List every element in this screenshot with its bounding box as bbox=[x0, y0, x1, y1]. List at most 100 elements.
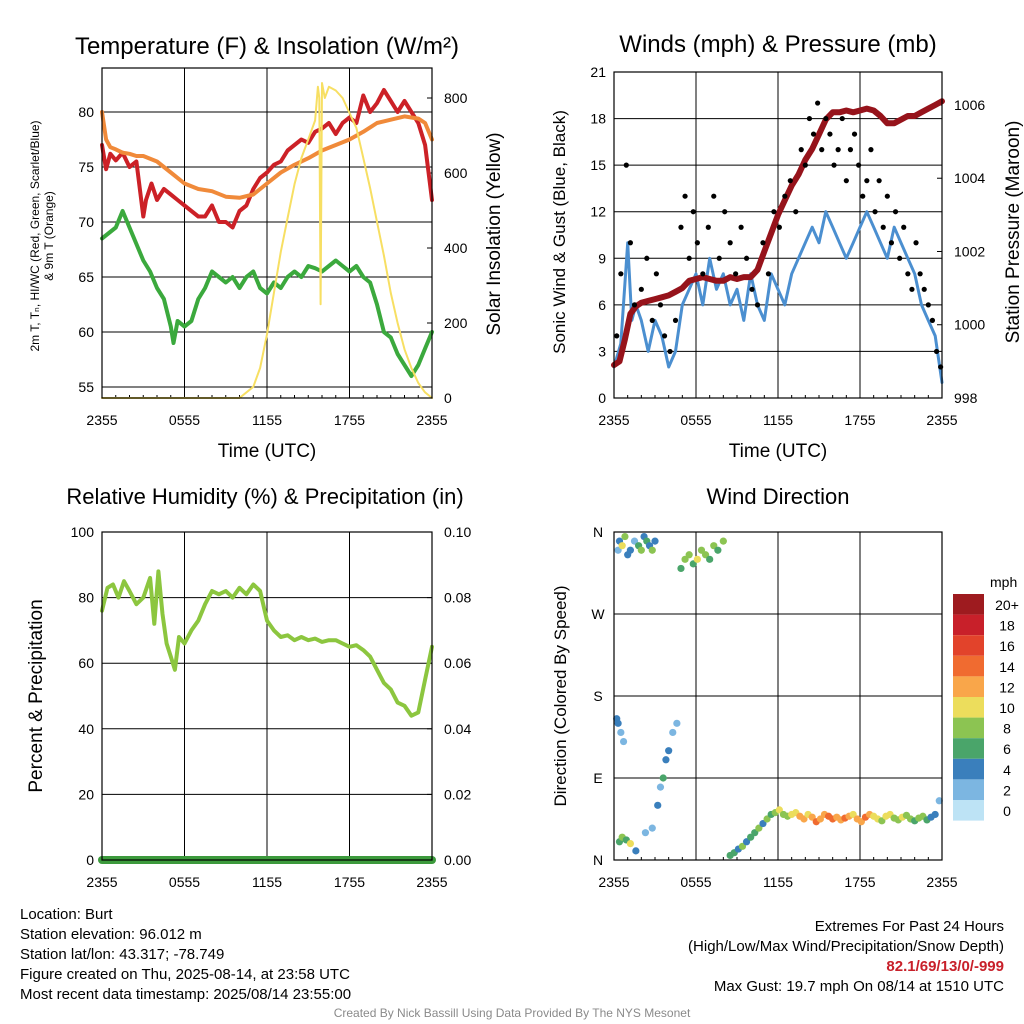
wind-series-1 bbox=[611, 98, 945, 368]
recent-timestamp: Most recent data timestamp: 2025/08/14 2… bbox=[20, 986, 352, 1003]
dir-point-0-36 bbox=[693, 555, 701, 563]
wind-marker-2-11 bbox=[667, 348, 673, 355]
wind-xtick-label-0: 2355 bbox=[598, 412, 629, 428]
wind-title: Winds (mph) & Pressure (mb) bbox=[619, 31, 936, 58]
wind-ytick-right-label-4: 1006 bbox=[954, 97, 985, 113]
rh-xtick-label-3: 1755 bbox=[334, 874, 365, 890]
temp-series-0 bbox=[100, 88, 434, 230]
wind-marker-2-53 bbox=[868, 147, 874, 153]
dir-legend-label-1: 18 bbox=[999, 618, 1015, 634]
wind-ytick-label-2: 6 bbox=[598, 297, 606, 313]
wind-marker-2-17 bbox=[694, 240, 700, 246]
dir-point-0-32 bbox=[677, 564, 685, 573]
wind-marker-2-45 bbox=[835, 147, 841, 153]
wind-marker-2-36 bbox=[798, 147, 804, 153]
wind-marker-2-8 bbox=[653, 271, 659, 277]
temp-ytick-label-4: 75 bbox=[78, 159, 94, 175]
temp-ylabel-line2: & 9m T (Orange) bbox=[42, 191, 56, 281]
wind-marker-2-21 bbox=[716, 255, 722, 261]
dir-legend-swatch-8 bbox=[953, 758, 984, 780]
dir-point-0-17 bbox=[619, 737, 628, 746]
dir-legend-label-4: 12 bbox=[999, 679, 1015, 695]
wind-marker-2-31 bbox=[771, 209, 777, 215]
dir-point-0-16 bbox=[617, 728, 625, 737]
rh-series-0 bbox=[100, 569, 434, 718]
wind-marker-2-49 bbox=[851, 131, 858, 137]
rh-ytick-right-label-0: 0.00 bbox=[444, 852, 471, 868]
wind-ytick-label-5: 15 bbox=[590, 157, 606, 173]
dir-point-0-22 bbox=[632, 847, 640, 855]
dir-point-0-25 bbox=[654, 801, 662, 809]
wind-marker-2-51 bbox=[860, 193, 866, 199]
dir-point-0-34 bbox=[685, 551, 693, 559]
wind-ytick-label-1: 3 bbox=[598, 343, 606, 359]
extremes-title: Extremes For Past 24 Hours bbox=[814, 918, 1004, 935]
wind-marker-2-15 bbox=[686, 255, 692, 261]
dir-legend-swatch-3 bbox=[953, 655, 984, 677]
temp-xtick-label-3: 1755 bbox=[334, 412, 365, 428]
wind-marker-2-9 bbox=[657, 302, 664, 308]
wind-marker-2-20 bbox=[711, 193, 717, 199]
dir-point-0-12 bbox=[648, 546, 656, 554]
dir-title: Wind Direction bbox=[706, 484, 849, 509]
temp-ytick-label-1: 60 bbox=[78, 324, 94, 340]
temp-ytick-label-3: 70 bbox=[78, 214, 94, 230]
rh-xtick-label-1: 0555 bbox=[169, 874, 200, 890]
wind-marker-2-3 bbox=[627, 240, 634, 246]
wind-marker-2-1 bbox=[618, 271, 624, 277]
temp-series-2 bbox=[100, 209, 434, 378]
temp-xtick-label-1: 0555 bbox=[169, 412, 200, 428]
rh-xtick-label-4: 2355 bbox=[416, 874, 447, 890]
dir-xtick-label-4: 2355 bbox=[926, 874, 957, 890]
wind-marker-2-0 bbox=[614, 333, 620, 339]
extremes-subtitle: (High/Low/Max Wind/Precipitation/Snow De… bbox=[688, 938, 1004, 955]
wind-xtick-label-3: 1755 bbox=[844, 412, 875, 428]
rh-ylabel-left: Percent & Precipitation bbox=[26, 599, 47, 792]
wind-marker-2-39 bbox=[810, 131, 817, 137]
wind-marker-2-38 bbox=[806, 115, 813, 122]
wind-series-0 bbox=[612, 210, 944, 384]
wind-marker-2-47 bbox=[843, 178, 849, 184]
temp-ytick-label-2: 65 bbox=[78, 269, 94, 285]
credit-line: Created By Nick Bassill Using Data Provi… bbox=[333, 1006, 691, 1020]
wind-marker-2-23 bbox=[727, 240, 733, 246]
dir-ytick-label-3: W bbox=[591, 606, 605, 622]
wind-marker-2-62 bbox=[905, 271, 911, 277]
temp-panel: Temperature (F) & Insolation (W/m²) 2m T… bbox=[28, 33, 505, 462]
wind-marker-2-12 bbox=[672, 317, 679, 323]
dir-xtick-label-3: 1755 bbox=[844, 874, 875, 890]
dir-legend-label-5: 10 bbox=[999, 700, 1015, 716]
dir-legend-swatch-0 bbox=[953, 594, 984, 615]
dir-xtick-label-0: 2355 bbox=[598, 874, 629, 890]
dir-legend-label-7: 6 bbox=[1003, 741, 1011, 757]
dir-legend-swatch-2 bbox=[953, 635, 984, 656]
dir-point-0-15 bbox=[614, 719, 622, 727]
temp-title: Temperature (F) & Insolation (W/m²) bbox=[75, 33, 459, 60]
dir-point-0-2 bbox=[618, 542, 626, 550]
wind-marker-2-50 bbox=[856, 162, 862, 168]
wind-marker-2-56 bbox=[880, 224, 886, 230]
wind-marker-2-68 bbox=[929, 317, 936, 323]
wind-ytick-label-0: 0 bbox=[598, 390, 606, 406]
dir-legend: mph 20+ 18 16 14 12 10 8 6 4 2 0 bbox=[953, 574, 1019, 821]
dir-xtick-label-2: 1155 bbox=[763, 874, 793, 890]
temp-ylabel-right: Solar Insolation (Yellow) bbox=[484, 132, 505, 335]
dir-point-0-27 bbox=[659, 774, 667, 782]
wind-marker-2-26 bbox=[743, 255, 750, 261]
wind-ytick-right-label-3: 1004 bbox=[954, 170, 985, 186]
dir-legend-label-8: 4 bbox=[1003, 762, 1011, 778]
rh-ytick-right-label-5: 0.10 bbox=[444, 524, 471, 540]
wind-marker-2-65 bbox=[917, 271, 923, 277]
wind-marker-2-14 bbox=[682, 193, 688, 199]
station-info: Location: Burt Station elevation: 96.012… bbox=[20, 905, 351, 1005]
dir-legend-swatch-9 bbox=[953, 779, 984, 800]
temp-ytick-right-label-1: 200 bbox=[444, 315, 468, 331]
dir-legend-swatch-7 bbox=[953, 738, 984, 759]
wind-marker-2-55 bbox=[876, 178, 882, 184]
dir-legend-swatch-10 bbox=[953, 800, 984, 821]
dir-legend-label-9: 2 bbox=[1003, 782, 1011, 798]
dir-legend-swatch-6 bbox=[953, 717, 984, 739]
wind-ytick-right-label-1: 1000 bbox=[954, 317, 985, 333]
wind-marker-2-37 bbox=[802, 162, 808, 168]
dir-ytick-label-0: N bbox=[593, 852, 603, 868]
